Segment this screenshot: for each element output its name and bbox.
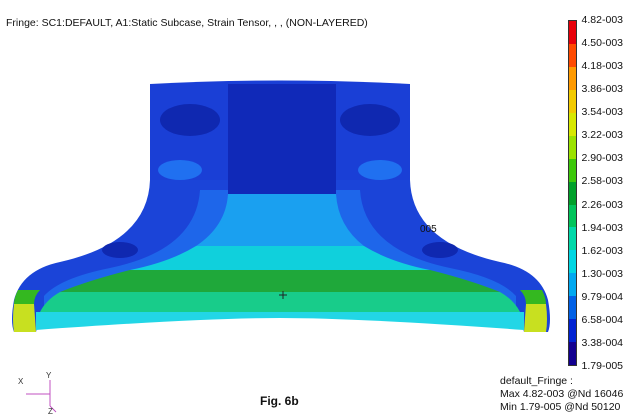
legend-band xyxy=(569,43,576,67)
fringe-tick-labels: 4.82-003 4.50-003 4.18-003 3.86-003 3.54-003… xyxy=(556,14,623,374)
legend-tick-label: 2.26-003 xyxy=(581,198,623,211)
patch xyxy=(102,242,138,258)
legend-band xyxy=(569,66,576,90)
probe-marker xyxy=(279,291,287,299)
fringe-summary: default_Fringe : Max 4.82-003 @Nd 160462… xyxy=(500,375,623,414)
legend-band xyxy=(569,89,576,113)
lip-left-green xyxy=(14,290,40,304)
fea-model-viewport[interactable] xyxy=(0,0,560,380)
patch xyxy=(358,160,402,180)
legend-band xyxy=(569,250,576,274)
legend-band xyxy=(569,273,576,297)
legend-tick-label: 3.54-003 xyxy=(581,106,623,119)
legend-tick-label: 4.50-003 xyxy=(581,37,623,50)
legend-tick-label: 1.30-003 xyxy=(581,267,623,280)
patch xyxy=(340,104,400,136)
legend-tick-label: 6.58-004 xyxy=(581,313,623,326)
legend-band xyxy=(569,158,576,182)
legend-band xyxy=(569,204,576,228)
legend-tick-label: 2.58-003 xyxy=(581,175,623,188)
legend-tick-label: 1.79-005 xyxy=(581,360,623,372)
patch xyxy=(160,104,220,136)
legend-tick-label: 9.79-004 xyxy=(581,290,623,303)
fringe-color-bar xyxy=(568,20,577,366)
legend-tick-label: 3.38-004 xyxy=(581,336,623,349)
patch xyxy=(158,160,202,180)
summary-max: Max 4.82-003 @Nd 160462 xyxy=(500,388,623,400)
legend-band xyxy=(569,227,576,251)
axis-triad-icon: Y X Z xyxy=(18,371,57,414)
band-green xyxy=(60,270,500,292)
legend-band xyxy=(569,181,576,205)
summary-name: default_Fringe : xyxy=(500,375,573,387)
summary-min: Min 1.79-005 @Nd 50120 xyxy=(500,401,621,413)
legend-tick-label: 1.62-003 xyxy=(581,244,623,257)
triad-x-label: X xyxy=(18,377,24,386)
lip-right-green xyxy=(520,290,546,304)
legend-band xyxy=(569,21,576,44)
legend-tick-label: 3.22-003 xyxy=(581,129,623,142)
legend-tick-label: 4.18-003 xyxy=(581,60,623,73)
band-cyan-top xyxy=(196,194,364,246)
band-teal xyxy=(40,292,520,312)
legend-tick-label: 4.82-003 xyxy=(581,14,623,26)
lip-right xyxy=(524,304,547,332)
triad-y-label: Y xyxy=(46,371,52,380)
band-cyan-2 xyxy=(130,246,430,270)
legend-band xyxy=(569,112,576,136)
legend-band xyxy=(569,296,576,320)
triad-z-label: Z xyxy=(48,407,53,414)
legend-tick-label: 3.86-003 xyxy=(581,83,623,96)
node-id-label: 005 xyxy=(420,224,437,235)
legend-band xyxy=(569,342,576,366)
legend-tick-label: 2.90-003 xyxy=(581,152,623,165)
fringe-title: Fringe: SC1:DEFAULT, A1:Static Subcase, … xyxy=(6,17,368,29)
figure-caption: Fig. 6b xyxy=(260,394,299,408)
hub-core xyxy=(228,84,336,194)
lip-left xyxy=(13,304,36,332)
patch xyxy=(422,242,458,258)
legend-band xyxy=(569,135,576,159)
legend-tick-label: 1.94-003 xyxy=(581,221,623,234)
legend-band xyxy=(569,319,576,343)
band-cyan-base xyxy=(36,312,524,330)
